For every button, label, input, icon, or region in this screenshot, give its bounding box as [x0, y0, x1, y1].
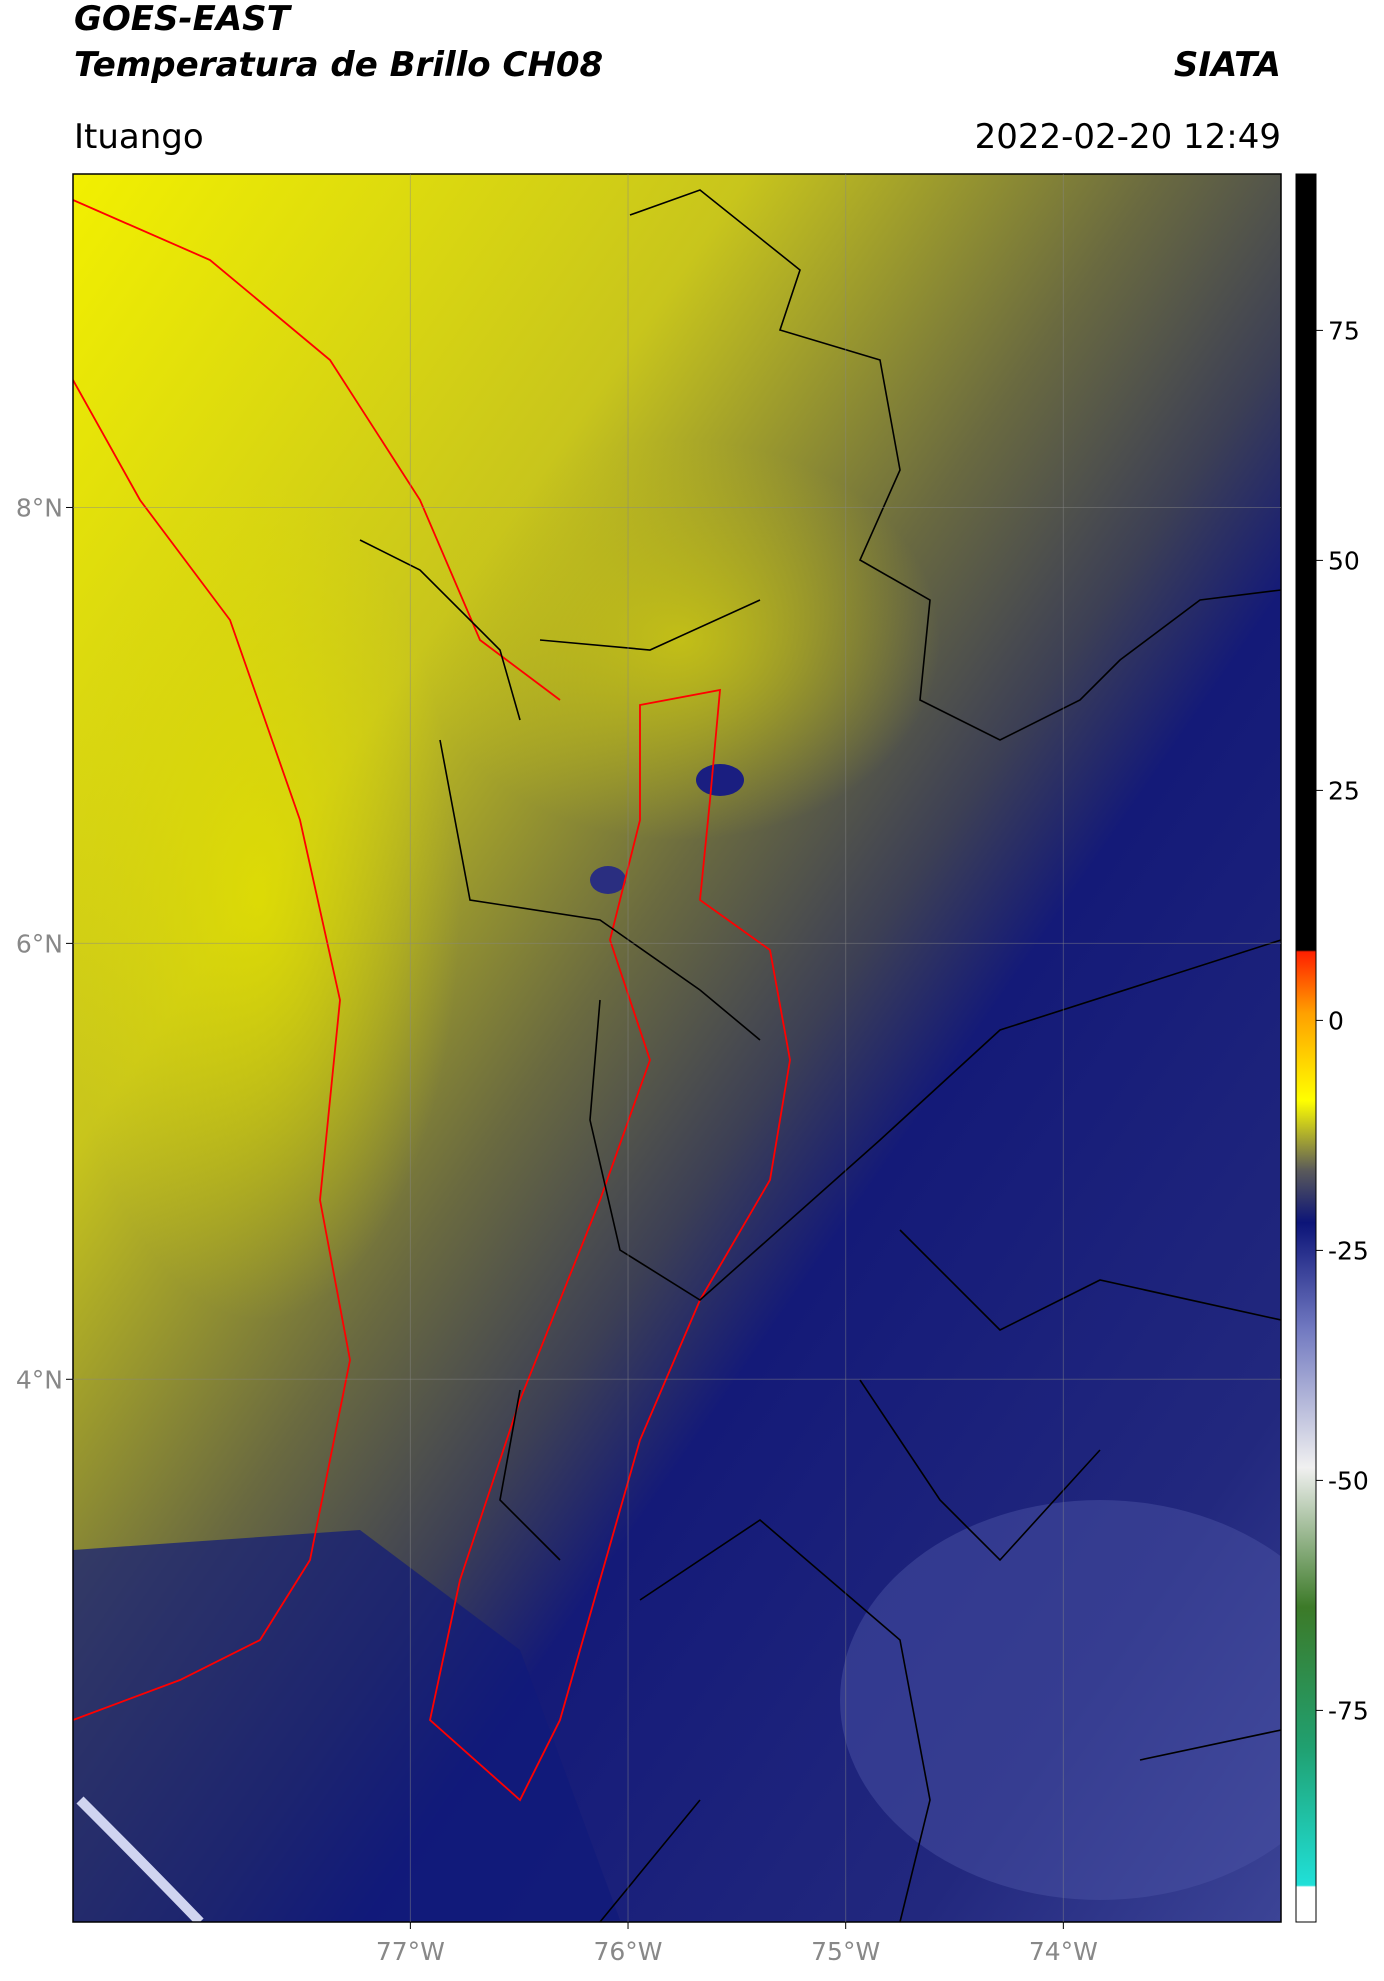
field [73, 1530, 620, 1922]
field [420, 440, 940, 840]
title: GOES-EAST [74, 0, 293, 39]
subtitle: Temperatura de Brillo CH08 [74, 45, 603, 85]
map [73, 174, 1281, 1922]
boundary [359, 189, 1281, 1922]
field [840, 1500, 1281, 1900]
colorbar-tick-label: 50 [1328, 546, 1360, 575]
colorbar-tick-label: 25 [1328, 776, 1360, 805]
coast [73, 379, 351, 1721]
lon-tick-label: 74°W [1029, 1937, 1098, 1966]
coast [73, 199, 561, 701]
brand: SIATA [1174, 45, 1281, 85]
field [696, 764, 744, 796]
lon-tick-label: 77°W [376, 1937, 445, 1966]
lon-tick-label: 75°W [811, 1937, 880, 1966]
colorbar-tick-label: 75 [1328, 316, 1360, 345]
colorbar-tick-label: -25 [1328, 1236, 1369, 1265]
field [73, 480, 460, 1320]
datetime: 2022-02-20 12:49 [975, 117, 1281, 157]
colorbar-tick-label: 0 [1328, 1006, 1344, 1035]
map-frame [72, 173, 1282, 1923]
colorbar-tick-label: -50 [1328, 1466, 1369, 1495]
lat-tick-label: 6°N [16, 929, 63, 958]
lat-tick-label: 4°N [16, 1365, 63, 1394]
region-outline [429, 688, 791, 1802]
colorbar-tick-label: -75 [1328, 1696, 1369, 1725]
location: Ituango [74, 117, 204, 157]
colorbar [1295, 173, 1317, 1923]
lon-tick-label: 76°W [594, 1937, 663, 1966]
lat-tick-label: 8°N [16, 493, 63, 522]
field [76, 1796, 204, 1922]
field [590, 866, 626, 894]
